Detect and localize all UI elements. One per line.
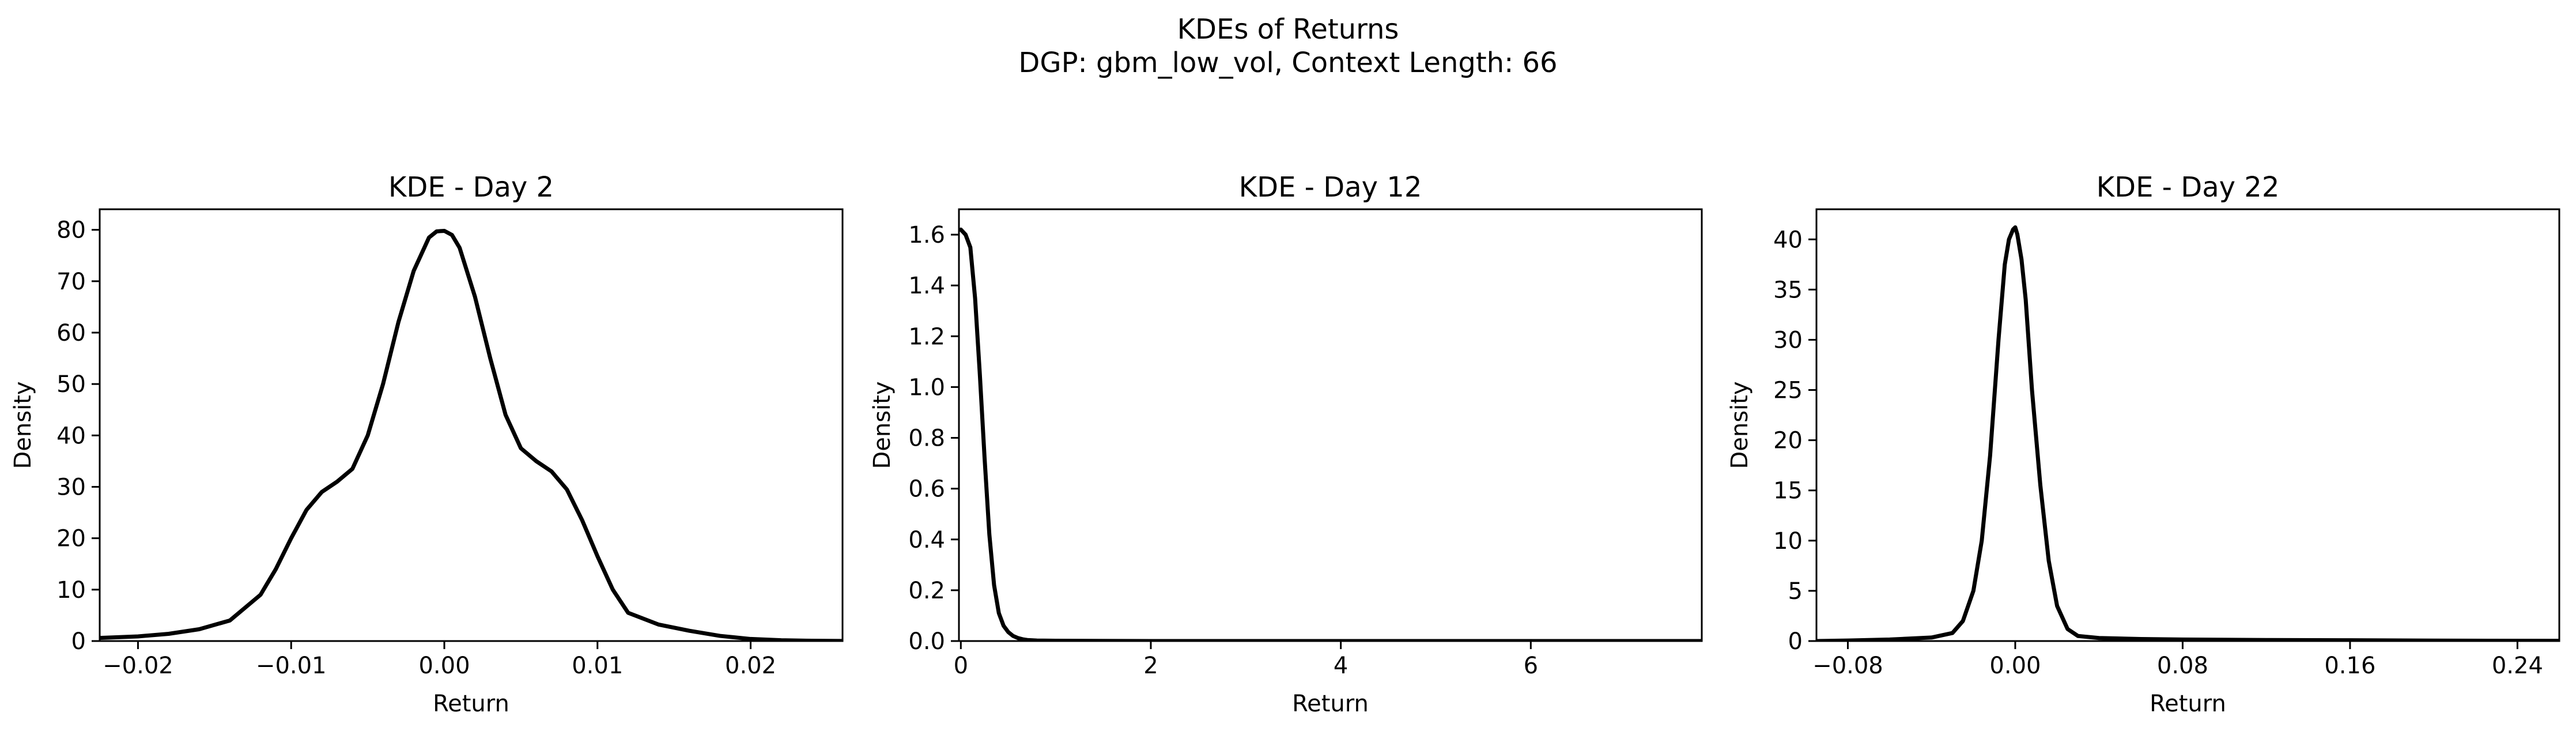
y-tick-label: 20 — [1773, 428, 1803, 454]
kde-line — [100, 228, 843, 641]
x-axis-label: Return — [433, 691, 509, 717]
y-tick-label: 70 — [56, 269, 86, 295]
axes-frame — [1815, 208, 2560, 642]
axes-frame — [958, 208, 1703, 642]
y-tick-label: 30 — [56, 474, 86, 501]
y-tick-label: 15 — [1773, 478, 1803, 504]
x-axis-label: Return — [1292, 691, 1369, 717]
y-tick-label: 1.2 — [908, 323, 945, 350]
y-tick-label: 0.8 — [908, 425, 945, 452]
y-tick-label: 1.4 — [908, 273, 945, 299]
y-tick-label: 10 — [1773, 528, 1803, 555]
x-tick-label: −0.08 — [1812, 653, 1883, 679]
figure-subtitle-line2: DGP: gbm_low_vol, Context Length: 66 — [1018, 47, 1558, 79]
y-tick-label: 10 — [56, 577, 86, 604]
y-tick-label: 80 — [56, 217, 86, 244]
y-axis-label: Density — [869, 381, 896, 469]
y-tick-label: 60 — [56, 320, 86, 346]
x-tick-label: 0.00 — [1989, 653, 2041, 679]
figure-title: KDEs of Returns DGP: gbm_low_vol, Contex… — [0, 13, 2576, 80]
x-tick-label: 4 — [1334, 653, 1348, 679]
x-tick-label: 0 — [954, 653, 968, 679]
y-tick-label: 50 — [56, 371, 86, 398]
y-axis-label: Density — [10, 381, 36, 469]
subplot-title: KDE - Day 2 — [388, 171, 554, 203]
kde-line — [1816, 225, 2559, 641]
x-tick-label: 0.02 — [725, 653, 776, 679]
y-axis-label: Density — [1727, 381, 1753, 469]
subplot-2: 0 2 4 6 0.0 0.2 0.4 0.6 0.8 1.0 1.2 1.4 1.6 KDE - Day… — [869, 171, 1703, 717]
y-tick-label: 0.0 — [908, 628, 945, 655]
x-tick-label: 6 — [1524, 653, 1538, 679]
subplot-3: −0.08 0.00 0.08 0.16 0.24 0 5 10 15 20 25 30 35 40 KDE… — [1727, 171, 2560, 717]
x-tick-label: −0.01 — [256, 653, 327, 679]
y-tick-label: 25 — [1773, 378, 1803, 404]
axes-frame — [99, 208, 844, 642]
y-tick-label: 0.4 — [908, 527, 945, 553]
y-tick-label: 40 — [56, 423, 86, 449]
x-tick-label: 0.01 — [572, 653, 623, 679]
y-tick-label: 0 — [71, 628, 86, 655]
y-tick-label: 30 — [1773, 327, 1803, 353]
y-tick-label: 20 — [56, 526, 86, 552]
subplot-title: KDE - Day 12 — [1239, 171, 1422, 203]
x-axis-label: Return — [2150, 691, 2226, 717]
y-tick-label: 0 — [1788, 628, 1803, 655]
y-tick-label: 5 — [1788, 578, 1803, 605]
x-tick-label: −0.02 — [103, 653, 173, 679]
x-tick-label: 2 — [1143, 653, 1158, 679]
figure-title-line1: KDEs of Returns — [1177, 13, 1399, 46]
y-tick-label: 0.6 — [908, 476, 945, 503]
y-tick-label: 0.2 — [908, 578, 945, 604]
y-tick-label: 1.0 — [908, 374, 945, 401]
x-tick-label: 0.16 — [2324, 653, 2375, 679]
x-tick-label: 0.24 — [2492, 653, 2543, 679]
subplot-1: −0.02 −0.01 0.00 0.01 0.02 0 10 20 30 40 50 60 70 80 K… — [10, 171, 844, 717]
x-tick-label: 0.08 — [2157, 653, 2208, 679]
y-tick-label: 35 — [1773, 277, 1803, 303]
y-tick-label: 40 — [1773, 227, 1803, 253]
y-tick-label: 1.6 — [908, 222, 945, 248]
kde-line — [959, 227, 1702, 641]
x-tick-label: 0.00 — [418, 653, 470, 679]
subplot-title: KDE - Day 22 — [2097, 171, 2280, 203]
